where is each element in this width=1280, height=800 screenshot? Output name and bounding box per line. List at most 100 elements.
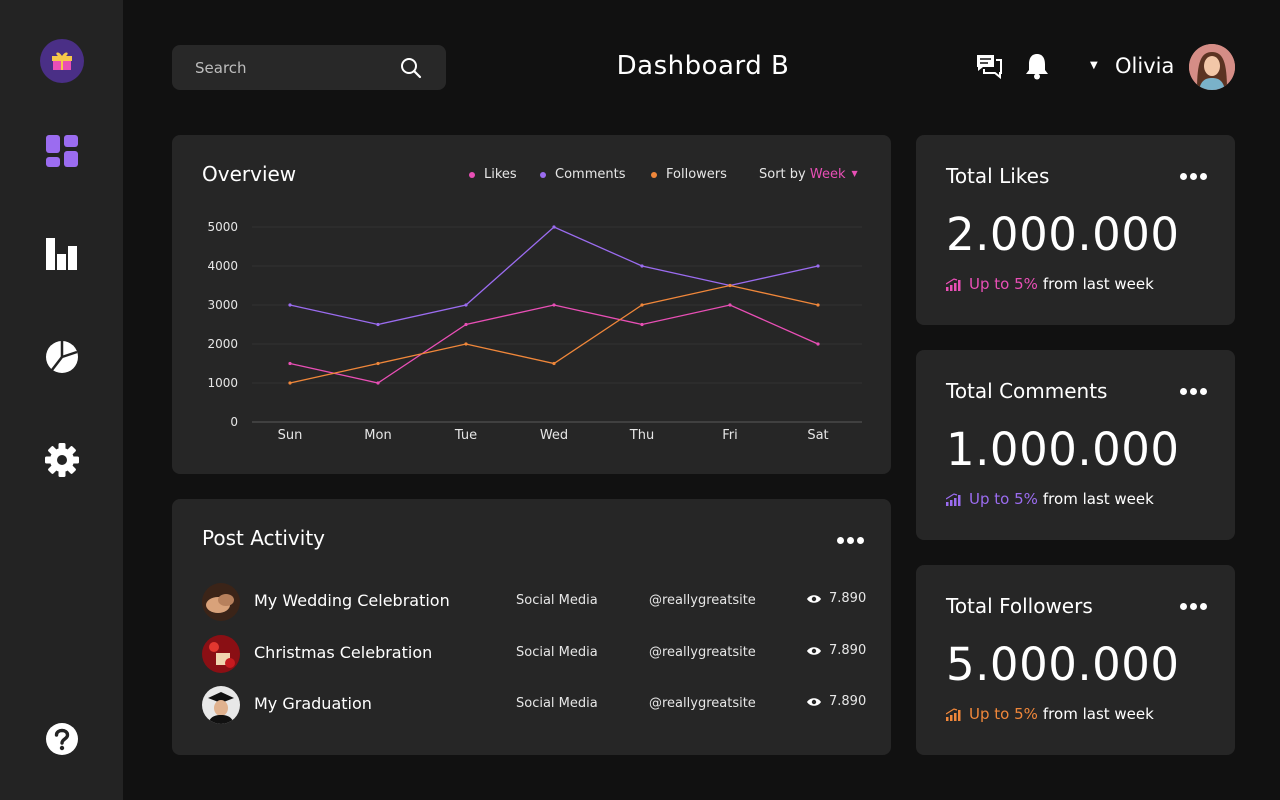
- eye-icon: [807, 594, 821, 603]
- data-point-likes: [464, 322, 468, 327]
- data-point-followers: [640, 303, 644, 307]
- data-point-likes: [728, 303, 732, 307]
- stat-change: Up to 5%: [969, 705, 1038, 723]
- post-thumbnail: [202, 583, 240, 621]
- post-activity-card: Post Activity My Wedding Celebration Soc…: [172, 499, 891, 755]
- total-comments-card: Total Comments 1.000.000 Up to 5% from l…: [916, 350, 1235, 540]
- data-point-likes: [640, 322, 644, 327]
- caret-down-icon[interactable]: ▼: [1090, 60, 1098, 71]
- data-point-comments: [640, 264, 644, 268]
- sort-caret-icon: ▼: [851, 169, 858, 178]
- stat-value: 2.000.000: [946, 208, 1180, 261]
- sort-dropdown[interactable]: Sort by Week ▼: [759, 167, 858, 182]
- x-tick-label: Fri: [722, 428, 738, 443]
- search-icon[interactable]: [400, 57, 422, 79]
- help-icon[interactable]: [44, 721, 80, 757]
- post-row[interactable]: Christmas Celebration Social Media @real…: [202, 635, 866, 675]
- stat-suffix: from last week: [1042, 275, 1154, 293]
- post-views: 7.890: [806, 694, 866, 709]
- post-thumbnail: [202, 686, 240, 724]
- data-point-followers: [728, 283, 732, 288]
- stat-change: Up to 5%: [969, 490, 1038, 508]
- post-activity-title: Post Activity: [202, 526, 325, 550]
- data-point-likes: [816, 342, 820, 346]
- stat-trend: Up to 5% from last week: [946, 490, 1154, 508]
- overview-line-chart: 0 1000 2000 3000 4000 5000 Sun Mon Tue Wed Thu Fri S…: [207, 220, 862, 443]
- avatar[interactable]: [1189, 44, 1235, 90]
- x-tick-label: Mon: [364, 428, 391, 443]
- stat-change: Up to 5%: [969, 275, 1038, 293]
- stat-title: Total Comments: [946, 379, 1108, 403]
- post-row[interactable]: My Graduation Social Media @reallygreats…: [202, 686, 866, 726]
- user-name[interactable]: Olivia: [1115, 54, 1175, 78]
- sort-label: Sort by: [759, 167, 806, 182]
- post-views-count: 7.890: [829, 591, 867, 606]
- total-likes-more-button[interactable]: [1180, 173, 1207, 180]
- legend-followers: Followers: [651, 167, 727, 182]
- eye-icon: [807, 646, 821, 655]
- data-point-likes: [288, 361, 292, 366]
- bar-chart-icon[interactable]: [44, 236, 80, 272]
- legend-comments: Comments: [540, 167, 625, 182]
- total-comments-more-button[interactable]: [1180, 388, 1207, 395]
- post-activity-more-button[interactable]: [837, 537, 864, 544]
- dashboard-grid-icon[interactable]: [44, 133, 80, 169]
- legend-comments-label: Comments: [555, 167, 626, 182]
- y-tick-label: 3000: [207, 298, 238, 312]
- post-handle[interactable]: @reallygreatsite: [649, 696, 756, 711]
- post-handle[interactable]: @reallygreatsite: [649, 593, 756, 608]
- post-category: Social Media: [516, 593, 598, 608]
- sidebar: [0, 0, 123, 800]
- total-followers-card: Total Followers 5.000.000 Up to 5% from …: [916, 565, 1235, 755]
- y-tick-label: 5000: [207, 220, 238, 234]
- post-views: 7.890: [806, 591, 866, 606]
- x-tick-label: Sun: [278, 428, 303, 443]
- search-bar: [172, 45, 446, 90]
- stat-title: Total Followers: [946, 594, 1093, 618]
- data-point-comments: [464, 303, 468, 307]
- stat-title: Total Likes: [946, 164, 1050, 188]
- sort-value: Week: [809, 167, 846, 182]
- signal-up-icon: [946, 708, 961, 721]
- gear-icon[interactable]: [44, 442, 80, 478]
- data-point-comments: [816, 264, 820, 268]
- gift-box-logo[interactable]: [40, 39, 84, 83]
- total-followers-more-button[interactable]: [1180, 603, 1207, 610]
- post-category: Social Media: [516, 696, 598, 711]
- chat-icon[interactable]: [975, 52, 1003, 80]
- post-title: My Wedding Celebration: [254, 591, 450, 610]
- stat-suffix: from last week: [1042, 705, 1154, 723]
- post-category: Social Media: [516, 645, 598, 660]
- post-row[interactable]: My Wedding Celebration Social Media @rea…: [202, 583, 866, 623]
- post-views: 7.890: [806, 643, 866, 658]
- overview-card: Overview Likes Comments Followers Sort b…: [172, 135, 891, 474]
- pie-chart-icon[interactable]: [44, 339, 80, 375]
- total-likes-card: Total Likes 2.000.000 Up to 5% from last…: [916, 135, 1235, 325]
- post-handle[interactable]: @reallygreatsite: [649, 645, 756, 660]
- data-point-followers: [464, 342, 468, 346]
- data-point-followers: [288, 381, 292, 385]
- data-point-comments: [376, 322, 380, 327]
- data-point-followers: [552, 361, 556, 366]
- legend-likes-label: Likes: [484, 167, 517, 182]
- post-title: Christmas Celebration: [254, 643, 433, 662]
- x-tick-label: Wed: [540, 428, 568, 443]
- stat-value: 5.000.000: [946, 638, 1180, 691]
- post-views-count: 7.890: [829, 643, 867, 658]
- post-views-count: 7.890: [829, 694, 867, 709]
- bell-icon[interactable]: [1023, 52, 1051, 80]
- legend-followers-dot: [651, 171, 657, 178]
- search-input[interactable]: [172, 45, 392, 90]
- stat-trend: Up to 5% from last week: [946, 705, 1154, 723]
- stat-suffix: from last week: [1042, 490, 1154, 508]
- data-point-comments: [552, 225, 556, 229]
- post-title: My Graduation: [254, 694, 372, 713]
- x-tick-label: Sat: [807, 428, 828, 443]
- signal-up-icon: [946, 278, 961, 291]
- data-point-comments: [288, 303, 292, 307]
- eye-icon: [807, 697, 821, 706]
- legend-followers-label: Followers: [666, 167, 727, 182]
- series-line-followers: [289, 284, 819, 384]
- series-line-comments: [289, 226, 819, 326]
- y-tick-label: 2000: [207, 337, 238, 351]
